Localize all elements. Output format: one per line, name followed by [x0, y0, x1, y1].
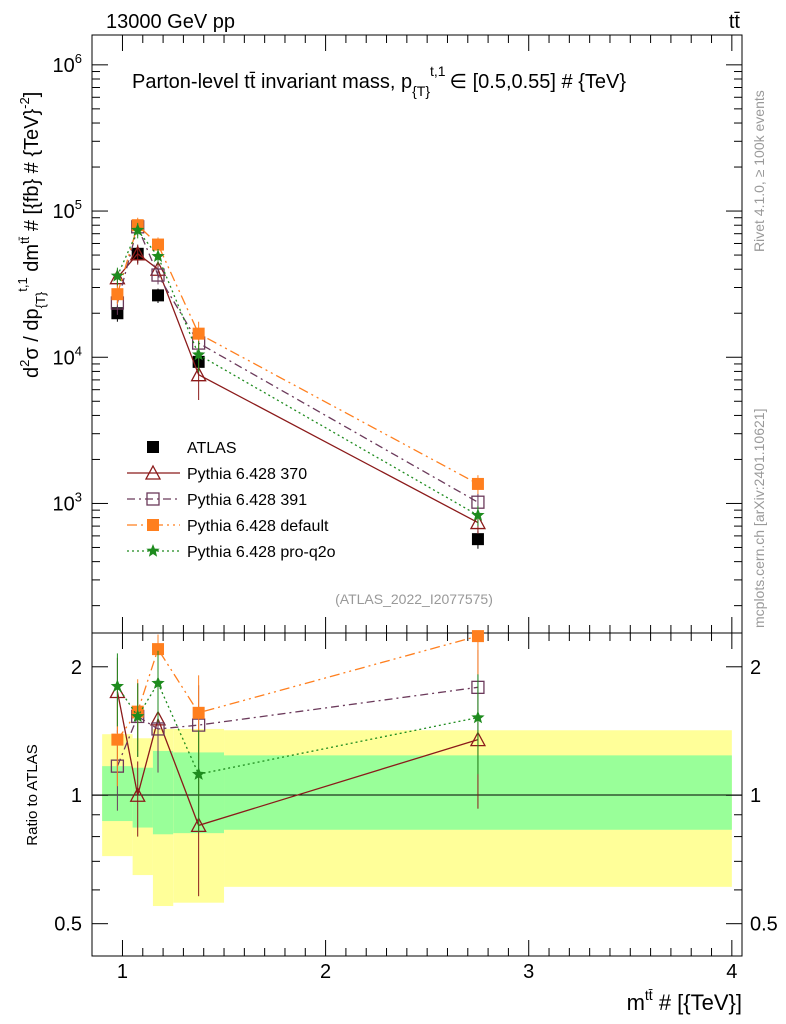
legend-marker [144, 464, 162, 480]
legend-label: Pythia 6.428 370 [187, 466, 307, 483]
stat-uncertainty-band [152, 750, 174, 835]
ratio-y-tick-label-right: 0.5 [750, 914, 778, 936]
legend-entry: ATLAS [147, 440, 237, 457]
y-tick-label: 105 [53, 197, 82, 223]
ratio-ylabel: Ratio to ATLAS [24, 744, 41, 845]
ratio-point [110, 679, 124, 692]
legend-marker [146, 492, 160, 506]
ratio-y-tick-label-right: 1 [750, 785, 761, 807]
ratio-point [152, 643, 165, 656]
analysis-watermark: (ATLAS_2022_I2077575) [335, 591, 493, 607]
main-ylabel: d2σ / dp{T}t,1 dmtt̄ # [{fb} # {TeV}-2] [15, 92, 48, 378]
main-series-group [109, 217, 487, 549]
series-line [116, 223, 479, 485]
data-point [471, 477, 484, 490]
legend-entry: Pythia 6.428 370 [127, 464, 307, 483]
x-tick-label: 3 [523, 961, 534, 983]
ratio-uncertainty-bands [102, 728, 732, 907]
data-point [151, 249, 165, 262]
main-axis-ticks: 103 104 105 106 [53, 35, 742, 633]
x-tick-label: 2 [320, 961, 331, 983]
data-point [192, 347, 206, 361]
series-pythia-6-428-default [111, 217, 484, 495]
y-tick-label: 103 [53, 489, 82, 515]
legend-entry: Pythia 6.428 default [127, 518, 329, 535]
data-point [471, 508, 485, 521]
legend-entry: Pythia 6.428 391 [127, 492, 307, 509]
source-label: mcplots.cern.ch [arXiv:2401.10621] [751, 409, 767, 628]
ratio-point [151, 722, 165, 736]
y-tick-label: 106 [53, 51, 82, 77]
energy-label: 13000 GeV pp [106, 11, 235, 33]
legend-marker [146, 544, 160, 557]
ratio-point [111, 733, 124, 746]
ratio-series-group [109, 630, 487, 897]
data-point [129, 245, 146, 261]
data-point [151, 268, 165, 282]
series-line [116, 228, 479, 516]
series-pythia-6-428-370 [109, 244, 487, 534]
ratio-y-tick-label: 0.5 [54, 914, 82, 936]
data-point [469, 514, 487, 530]
data-point [192, 327, 205, 340]
legend: ATLAS Pythia 6.428 370 Pythia 6.428 391 Pyt… [127, 440, 336, 561]
legend-label: Pythia 6.428 default [187, 518, 329, 535]
process-label: tt̄ [729, 11, 741, 33]
data-point [471, 533, 484, 546]
ratio-point [192, 767, 206, 780]
ratio-axis-ticks: 0.5 0.5 1 1 2 2 1 2 3 4 [54, 633, 778, 983]
legend-marker [147, 441, 159, 453]
ratio-y-tick-label-right: 2 [750, 657, 761, 679]
y-tick-label: 104 [53, 343, 82, 369]
ratio-y-tick-label: 2 [71, 657, 82, 679]
data-point [111, 288, 124, 301]
x-tick-label: 1 [117, 961, 128, 983]
legend-label: Pythia 6.428 pro-q2o [187, 544, 336, 561]
data-point [190, 366, 207, 382]
ratio-y-tick-label: 1 [71, 785, 82, 807]
legend-marker [147, 519, 159, 531]
rivet-label: Rivet 4.1.0, ≥ 100k events [751, 90, 767, 252]
legend-label: Pythia 6.428 391 [187, 492, 307, 509]
data-point [152, 289, 165, 302]
data-point [131, 223, 145, 236]
legend-entry: Pythia 6.428 pro-q2o [127, 544, 336, 561]
legend-label: ATLAS [187, 440, 237, 457]
ratio-series-pythia-6-428-pro-q2o [110, 650, 485, 833]
ratio-point [151, 676, 165, 689]
data-point [152, 238, 165, 251]
ratio-point [129, 786, 146, 802]
ratio-line [116, 635, 479, 740]
series-pythia-6-428-pro-q2o [110, 222, 485, 527]
ratio-point [471, 710, 485, 724]
xlabel: mtt̄ # [{TeV}] [627, 987, 742, 1015]
ratio-point [131, 709, 145, 723]
chart-title: Parton-level tt̄ invariant mass, p{T}t,1… [132, 63, 626, 99]
ratio-point [192, 706, 205, 719]
series-line [116, 224, 479, 503]
data-point [110, 268, 124, 282]
x-tick-label: 4 [726, 961, 737, 983]
ratio-point [471, 630, 484, 643]
